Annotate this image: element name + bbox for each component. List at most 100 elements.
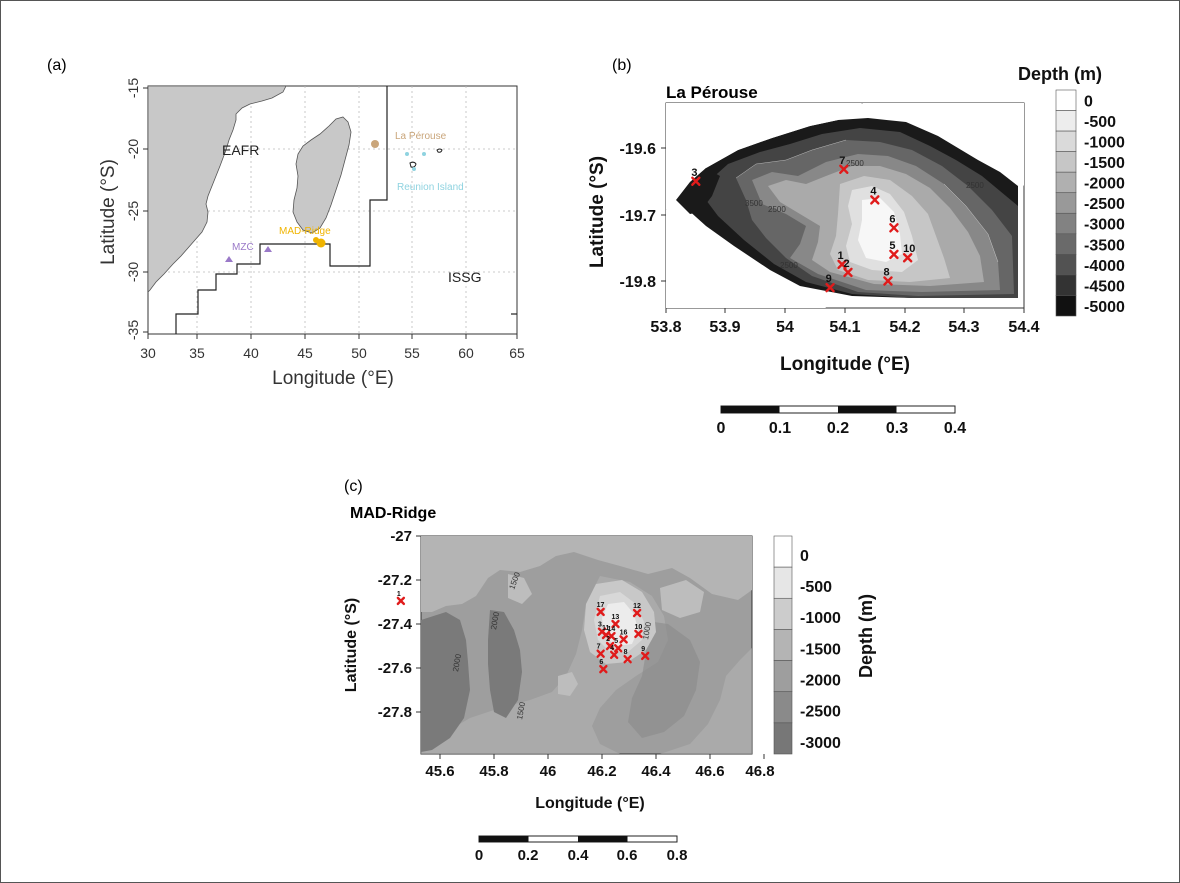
station-label: 2 [843, 258, 849, 270]
station-marker [870, 195, 880, 205]
station-label: 6 [599, 659, 603, 666]
mauritius-island-outline [436, 148, 443, 153]
scalebar-tick: 0.6 [617, 847, 638, 864]
legend-label: -1000 [800, 610, 841, 627]
contour-label: 2000 [451, 653, 463, 673]
legend-label: -4500 [1084, 278, 1125, 295]
xtick: 65 [509, 345, 525, 361]
panel-c-ticks [416, 535, 765, 759]
ytick: -19.7 [620, 208, 657, 225]
station-label: 2 [606, 636, 610, 643]
legend-label: 0 [800, 548, 809, 565]
xtick: 54.1 [829, 319, 860, 336]
ytick: -20 [125, 139, 141, 159]
panel-a-region-labels: EAFR ISSG La Pérouse Reunion Island MAD-… [222, 131, 481, 285]
station-marker [634, 629, 643, 639]
station-marker [596, 607, 605, 617]
station-marker [614, 644, 623, 653]
scalebar-tick: 0.8 [667, 847, 688, 864]
station-label: 17 [597, 602, 605, 609]
madagascar-landmass [292, 116, 352, 234]
legend-label: -2500 [1084, 196, 1125, 213]
xtick: 35 [189, 345, 205, 361]
panel-b-scalebar: 0 0.1 0.2 0.3 0.4 [717, 405, 966, 437]
station-label: 16 [620, 629, 628, 636]
panel-b-ylabel: Latitude (°S) [587, 156, 608, 268]
ytick: -27.8 [378, 704, 412, 721]
ytick: -30 [125, 262, 141, 282]
panel-c-depth-legend: 0 -500 -1000 -1500 -2000 -2500 -3000 [773, 535, 841, 755]
mzc-marker-2 [264, 246, 272, 252]
legend-label: -2000 [1084, 176, 1125, 193]
legend-swatch [773, 597, 793, 630]
legend-label: -4000 [1084, 258, 1125, 275]
station-label: 13 [612, 614, 620, 621]
legend-swatch [773, 566, 793, 599]
reunion-label: Reunion Island [397, 182, 464, 193]
legend-label: -3500 [1084, 237, 1125, 254]
panel-c-xtick-labels: 45.6 45.8 46 46.2 46.4 46.6 46.8 [425, 763, 774, 780]
contour-label: 1500 [515, 701, 527, 721]
station-marker [837, 259, 847, 270]
panel-a: (a) [47, 57, 525, 389]
mzc-label: MZC [232, 242, 254, 253]
legend-swatch [773, 722, 793, 755]
scalebar-tick: 0.4 [568, 847, 590, 864]
contour-label: 2500 [846, 159, 864, 168]
issg-boundary [175, 86, 388, 334]
xtick: 45 [297, 345, 313, 361]
legend-swatch [1055, 151, 1077, 173]
xtick: 54.3 [948, 319, 979, 336]
panel-b-ytick-labels: -19.6 -19.7 -19.8 [620, 141, 657, 291]
station-label: 7 [597, 644, 601, 651]
station-label: 10 [903, 243, 915, 255]
panel-b: (b) La Pérouse 2500 2500 [587, 57, 1125, 437]
mad-ridge-bathymetry [421, 536, 752, 754]
reunion-marker-1 [405, 152, 409, 156]
legend-swatch [1055, 254, 1077, 276]
issg-label: ISSG [448, 269, 481, 285]
panel-b-depth-legend: 0 -500 -1000 -1500 -2000 -2500 -3000 -3500 -4000… [1055, 89, 1125, 317]
legend-label: -2000 [800, 672, 841, 689]
legend-swatch [1055, 212, 1077, 235]
panel-a-xlabel: Longitude (°E) [272, 368, 394, 389]
scalebar-tick: 0.1 [769, 420, 791, 437]
legend-swatch [1055, 171, 1077, 194]
station-label: 9 [826, 273, 832, 285]
ytick: -27.2 [378, 572, 412, 589]
legend-label: -1000 [1084, 135, 1125, 152]
station-label: 8 [883, 267, 889, 279]
la-perouse-marker [371, 140, 379, 148]
ytick: -19.8 [620, 274, 657, 291]
contour-label: 1000 [641, 621, 653, 641]
panel-c-contour-labels: 1500 2000 2000 1500 1000 [451, 570, 653, 720]
station-label: 3 [598, 622, 602, 629]
legend-swatch [773, 660, 793, 693]
contour-label: 2500 [768, 205, 786, 214]
station-marker [396, 596, 406, 606]
station-marker [623, 655, 632, 664]
station-label: 7 [839, 155, 845, 167]
panel-b-letter: (b) [612, 57, 632, 74]
scalebar-tick: 0 [475, 847, 483, 864]
xtick: 60 [458, 345, 474, 361]
station-label: 11 [602, 625, 610, 632]
xtick: 54.4 [1008, 319, 1039, 336]
ytick: -27.6 [378, 660, 412, 677]
station-marker [825, 282, 835, 293]
xtick: 54 [776, 319, 794, 336]
legend-swatch [1055, 192, 1077, 214]
ytick: -25 [125, 201, 141, 221]
station-label: 5 [614, 638, 618, 645]
legend-label: -500 [1084, 114, 1116, 131]
station-label: 5 [889, 240, 895, 252]
legend-label: 0 [1084, 93, 1093, 110]
xtick: 46.6 [695, 763, 724, 780]
mzc-marker-1 [225, 256, 233, 262]
eafr-label: EAFR [222, 142, 259, 158]
mad-ridge-marker-2 [316, 238, 326, 248]
panel-c-title: MAD-Ridge [350, 505, 436, 522]
station-label: 3 [691, 167, 697, 179]
station-marker [691, 176, 701, 186]
